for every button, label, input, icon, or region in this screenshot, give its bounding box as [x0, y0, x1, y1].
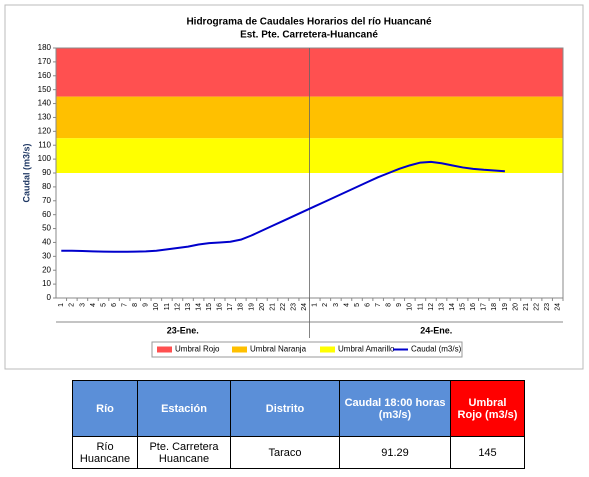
legend-label: Umbral Rojo — [175, 345, 220, 354]
x-tick-label: 13 — [185, 303, 192, 311]
x-tick-label: 9 — [396, 303, 403, 307]
x-tick-label: 18 — [238, 303, 245, 311]
x-tick-label: 14 — [449, 303, 456, 311]
y-tick-label: 90 — [42, 168, 51, 177]
group-label: 23-Ene. — [167, 325, 199, 335]
y-tick-label: 160 — [38, 71, 52, 80]
x-tick-label: 4 — [343, 303, 350, 307]
x-tick-label: 16 — [470, 303, 477, 311]
x-tick-label: 2 — [69, 303, 76, 307]
y-tick-label: 70 — [42, 196, 51, 205]
y-tick-label: 30 — [42, 251, 51, 260]
x-tick-label: 1 — [312, 303, 319, 307]
x-tick-label: 13 — [438, 303, 445, 311]
x-tick-label: 15 — [460, 303, 467, 311]
chart-subtitle: Est. Pte. Carretera-Huancané — [240, 30, 378, 41]
x-tick-label: 22 — [280, 303, 287, 311]
x-tick-label: 20 — [512, 303, 519, 311]
x-tick-label: 7 — [122, 303, 129, 307]
header-cell: Estación — [137, 380, 231, 437]
header-cell: Río — [72, 380, 138, 437]
y-tick-label: 40 — [42, 238, 51, 247]
group-label: 24-Ene. — [420, 325, 452, 335]
x-tick-label: 7 — [375, 303, 382, 307]
x-tick-label: 20 — [259, 303, 266, 311]
data-table: Río Estación Distrito Caudal 18:00 horas… — [72, 380, 525, 469]
y-tick-label: 60 — [42, 210, 51, 219]
header-cell: Umbral Rojo (m3/s) — [450, 380, 525, 437]
cell: Taraco — [230, 436, 340, 469]
x-tick-label: 3 — [79, 303, 86, 307]
header-cell: Caudal 18:00 horas (m3/s) — [339, 380, 451, 437]
y-tick-label: 130 — [38, 113, 52, 122]
cell: 91.29 — [339, 436, 451, 469]
y-tick-label: 120 — [38, 126, 52, 135]
y-axis-label: Caudal (m3/s) — [21, 143, 31, 202]
chart-title: Hidrograma de Caudales Horarios del río … — [186, 17, 432, 28]
x-tick-label: 18 — [491, 303, 498, 311]
x-tick-label: 19 — [502, 303, 509, 311]
cell: 145 — [450, 436, 525, 469]
x-tick-label: 24 — [555, 303, 562, 311]
x-tick-label: 17 — [481, 303, 488, 311]
chart: Hidrograma de Caudales Horarios del río … — [4, 4, 584, 370]
x-tick-label: 2 — [322, 303, 329, 307]
legend-label: Umbral Naranja — [250, 345, 307, 354]
y-tick-label: 170 — [38, 57, 52, 66]
y-tick-label: 110 — [38, 140, 51, 149]
x-tick-label: 11 — [417, 303, 424, 310]
data-line — [61, 160, 505, 253]
y-tick-label: 80 — [42, 182, 51, 191]
x-tick-label: 23 — [291, 303, 298, 311]
cell: Río Huancane — [72, 436, 138, 469]
x-tick-label: 21 — [523, 303, 530, 311]
x-tick-label: 17 — [227, 303, 234, 311]
x-tick-label: 22 — [533, 303, 540, 311]
x-tick-label: 5 — [354, 303, 361, 307]
y-tick-label: 100 — [38, 154, 52, 163]
y-tick-label: 10 — [42, 279, 51, 288]
x-tick-label: 10 — [407, 303, 414, 311]
y-tick-label: 20 — [42, 265, 51, 274]
x-tick-label: 19 — [248, 303, 255, 311]
legend-swatch — [320, 346, 335, 353]
x-tick-label: 6 — [364, 303, 371, 307]
x-tick-label: 10 — [153, 303, 160, 311]
y-tick-label: 0 — [47, 293, 52, 302]
legend-box — [151, 341, 463, 358]
x-tick-label: 23 — [544, 303, 551, 311]
x-tick-label: 6 — [111, 303, 118, 307]
y-tick-label: 180 — [38, 43, 52, 52]
legend-swatch — [157, 346, 172, 353]
x-tick-label: 5 — [100, 303, 107, 307]
x-tick-label: 15 — [206, 303, 213, 311]
x-tick-label: 24 — [301, 303, 308, 311]
y-tick-label: 50 — [42, 224, 51, 233]
x-tick-label: 21 — [269, 303, 276, 311]
legend-label: Umbral Amarillo — [338, 345, 395, 354]
x-tick-label: 8 — [386, 303, 393, 307]
x-tick-label: 4 — [90, 303, 97, 307]
x-tick-label: 16 — [217, 303, 224, 311]
x-tick-label: 8 — [132, 303, 139, 307]
legend-swatch — [232, 346, 247, 353]
x-tick-label: 12 — [428, 303, 435, 311]
x-tick-label: 1 — [58, 303, 65, 307]
cell: Pte. Carretera Huancane — [137, 436, 231, 469]
x-tick-label: 3 — [333, 303, 340, 307]
x-tick-label: 14 — [195, 303, 202, 311]
y-tick-label: 140 — [38, 99, 52, 108]
legend-label: Caudal (m3/s) — [411, 345, 462, 354]
header-cell: Distrito — [230, 380, 340, 437]
y-tick-label: 150 — [38, 85, 52, 94]
x-tick-label: 11 — [164, 303, 171, 310]
x-tick-label: 9 — [143, 303, 150, 307]
x-tick-label: 12 — [174, 303, 181, 311]
